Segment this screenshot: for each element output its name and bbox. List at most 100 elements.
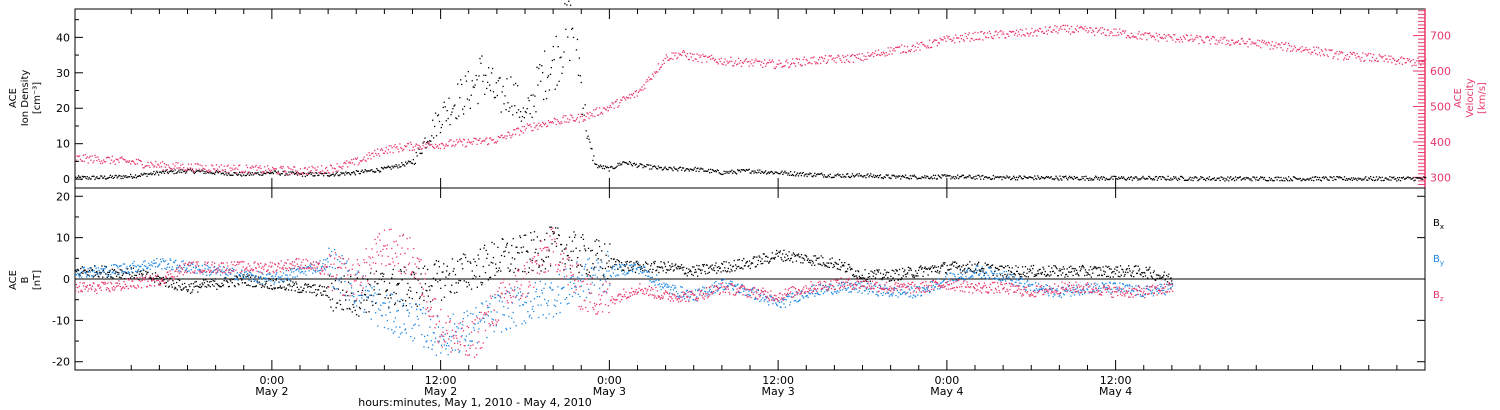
density-point <box>737 169 739 171</box>
bx-point <box>1051 267 1053 269</box>
by-point <box>98 269 100 271</box>
density-point <box>618 164 620 166</box>
density-point <box>1326 178 1328 180</box>
bx-point <box>236 276 238 278</box>
density-point <box>1073 175 1075 178</box>
bx-point <box>1033 275 1035 277</box>
velocity-point <box>819 56 821 59</box>
density-point <box>484 93 486 95</box>
by-point <box>362 275 364 277</box>
density-point <box>1278 176 1280 179</box>
density-point <box>146 175 148 177</box>
velocity-point <box>1144 32 1146 34</box>
density-point <box>1226 179 1228 181</box>
velocity-point <box>376 154 378 156</box>
bx-point <box>158 283 160 285</box>
bx-point <box>942 265 944 267</box>
velocity-point <box>184 169 186 172</box>
velocity-point <box>122 158 124 160</box>
bx-point <box>836 263 838 265</box>
by-point <box>163 260 165 263</box>
density-point <box>903 176 906 178</box>
velocity-point <box>1281 42 1283 44</box>
velocity-point <box>707 56 709 58</box>
by-point <box>110 274 112 276</box>
bx-point <box>176 281 178 284</box>
velocity-point <box>636 95 638 97</box>
bx-point <box>1123 275 1125 277</box>
by-point <box>124 263 126 265</box>
velocity-point <box>1082 28 1084 30</box>
bx-point <box>353 300 356 302</box>
density-point <box>168 171 170 173</box>
velocity-point <box>820 62 822 65</box>
by-point <box>288 279 290 281</box>
velocity-point <box>209 171 211 173</box>
density-point <box>1002 176 1004 178</box>
density-point <box>1017 176 1020 179</box>
bx-point <box>557 227 559 229</box>
velocity-point <box>1407 59 1409 62</box>
velocity-point <box>1040 28 1042 30</box>
density-point <box>780 171 782 174</box>
velocity-point <box>1007 33 1009 35</box>
density-point <box>590 147 592 150</box>
velocity-point <box>1318 52 1321 54</box>
bx-point <box>1107 275 1109 277</box>
density-point <box>1206 177 1209 179</box>
density-point <box>582 107 584 109</box>
bx-point <box>1078 275 1080 277</box>
by-point <box>204 268 206 270</box>
velocity-point <box>782 65 784 67</box>
by-point <box>255 275 257 277</box>
bx-point <box>835 262 837 264</box>
bx-point <box>595 254 597 256</box>
bx-point <box>92 276 94 278</box>
velocity-point <box>295 170 297 172</box>
density-point <box>736 173 738 175</box>
density-point <box>1068 175 1071 177</box>
by-point <box>338 280 340 282</box>
density-point <box>510 76 512 78</box>
velocity-point <box>108 157 111 159</box>
velocity-point <box>959 35 962 37</box>
density-point <box>474 84 476 86</box>
density-point <box>186 171 188 173</box>
by-point <box>131 271 133 273</box>
by-point <box>383 302 385 304</box>
bx-point <box>647 263 649 265</box>
density-point <box>1321 177 1323 179</box>
bx-point <box>1116 269 1118 272</box>
density-point <box>962 174 965 177</box>
velocity-point <box>512 133 514 135</box>
by-point <box>392 332 394 334</box>
density-point <box>686 168 689 170</box>
density-point <box>240 174 242 176</box>
by-point <box>92 275 94 277</box>
density-point <box>684 169 687 171</box>
velocity-point <box>1056 26 1058 28</box>
by-point <box>130 268 132 270</box>
velocity-point <box>320 170 322 173</box>
velocity-point <box>202 167 204 169</box>
density-point <box>124 176 126 178</box>
velocity-point <box>762 66 764 68</box>
density-point <box>944 174 946 176</box>
velocity-point <box>702 53 704 56</box>
velocity-point <box>1077 31 1079 33</box>
velocity-point <box>631 94 634 96</box>
density-point <box>724 172 726 175</box>
bx-point <box>388 282 391 284</box>
density-point <box>927 175 929 178</box>
bx-point <box>1095 266 1097 268</box>
bx-point <box>915 270 917 272</box>
by-point <box>231 267 233 269</box>
bx-point <box>522 246 525 248</box>
bx-point <box>1026 272 1028 274</box>
velocity-point <box>1188 39 1190 41</box>
velocity-point <box>1291 50 1294 52</box>
bx-point <box>1149 266 1151 268</box>
by-point <box>242 277 244 279</box>
bx-point <box>432 277 435 279</box>
bx-point <box>822 262 825 264</box>
